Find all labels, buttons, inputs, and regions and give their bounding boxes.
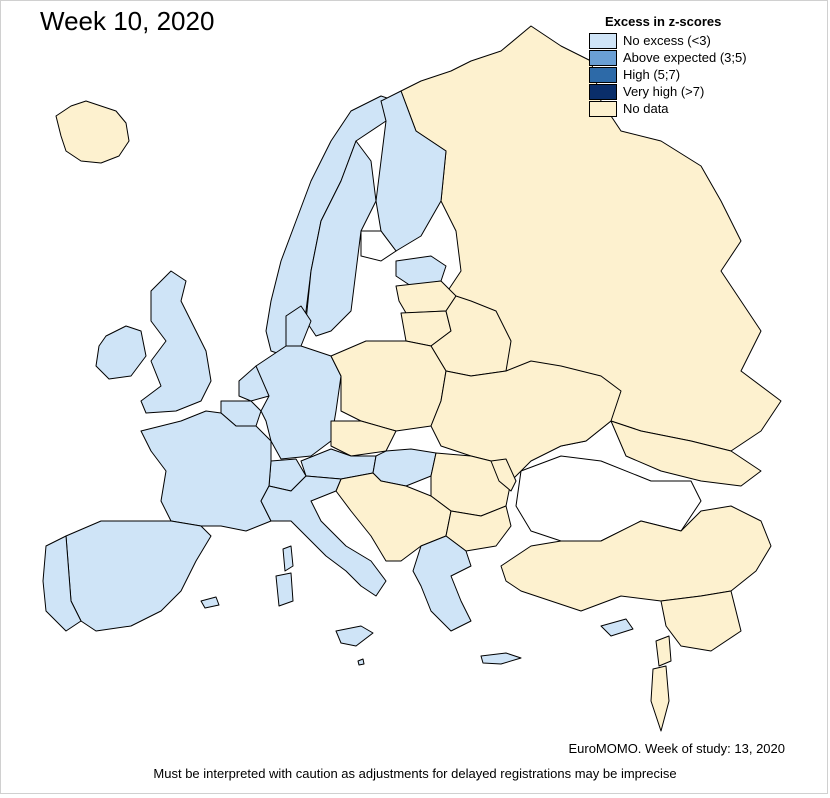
legend-item-no-data: No data xyxy=(589,100,789,117)
region-Georgia xyxy=(610,420,762,487)
legend-swatch-above-expected xyxy=(589,49,617,66)
legend: Excess in z-scores No excess (<3) Above … xyxy=(589,14,789,117)
region-Ukraine xyxy=(430,360,622,482)
region-Israel xyxy=(650,665,670,732)
region-Iceland xyxy=(55,100,130,164)
region-Turkey xyxy=(500,505,772,612)
region-United Kingdom xyxy=(140,270,212,414)
legend-swatch-very-high xyxy=(589,83,617,100)
legend-item-above-expected: Above expected (3;5) xyxy=(589,49,789,66)
region-Malta xyxy=(357,658,365,666)
source-text: EuroMOMO. Week of study: 13, 2020 xyxy=(568,741,785,756)
region-Corsica xyxy=(282,545,294,572)
region-Cyprus xyxy=(600,618,634,637)
legend-swatch-high xyxy=(589,66,617,83)
region-Crete xyxy=(480,652,522,665)
region-Poland xyxy=(330,340,447,432)
region-Syria xyxy=(660,590,742,652)
region-Denmark xyxy=(285,305,312,347)
legend-item-very-high: Very high (>7) xyxy=(589,83,789,100)
legend-label-no-data: No data xyxy=(623,101,669,116)
region-Hungary xyxy=(372,448,437,487)
legend-title: Excess in z-scores xyxy=(605,14,722,29)
legend-swatch-no-data xyxy=(589,100,617,117)
legend-label-very-high: Very high (>7) xyxy=(623,84,705,99)
legend-label-above-expected: Above expected (3;5) xyxy=(623,50,747,65)
region-Lebanon xyxy=(655,635,672,667)
legend-swatch-no-excess xyxy=(589,32,617,49)
region-Latvia xyxy=(395,280,457,314)
region-Ireland xyxy=(95,325,147,380)
region-Greece xyxy=(412,535,472,632)
legend-item-high: High (5;7) xyxy=(589,66,789,83)
region-Balearic Islands xyxy=(200,596,220,609)
region-Sardinia xyxy=(275,572,294,607)
region-France xyxy=(140,410,272,532)
caution-note: Must be interpreted with caution as adju… xyxy=(153,766,677,781)
region-Portugal xyxy=(42,535,82,632)
map-title: Week 10, 2020 xyxy=(40,6,215,36)
legend-item-no-excess: No excess (<3) xyxy=(589,32,789,49)
region-Italy xyxy=(260,475,387,597)
region-Spain xyxy=(65,520,212,632)
region-Finland xyxy=(375,90,447,252)
region-Sicily xyxy=(335,625,374,647)
legend-label-high: High (5;7) xyxy=(623,67,681,82)
region-Germany xyxy=(255,345,342,460)
region-baltic-gulf xyxy=(360,230,397,262)
region-Moldova xyxy=(490,458,517,492)
legend-label-no-excess: No excess (<3) xyxy=(623,33,711,48)
